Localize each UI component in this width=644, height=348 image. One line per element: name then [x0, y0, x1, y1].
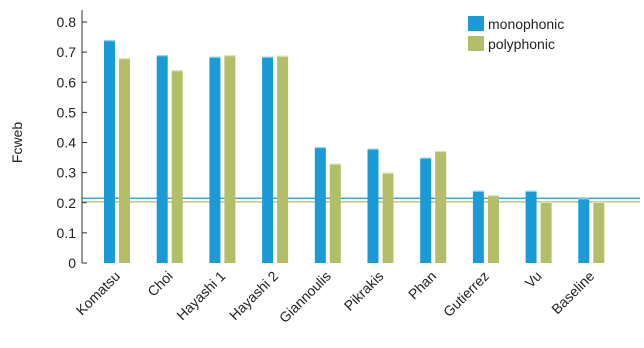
x-tick-label: Phan [405, 268, 439, 302]
y-tick-label: 0.8 [57, 14, 77, 30]
bar-monophonic-baseline [578, 198, 590, 263]
bar-monophonic-gutierrez [472, 190, 484, 263]
legend: monophonic polyphonic [468, 16, 564, 52]
bar-polyphonic-pikrakis [382, 172, 394, 263]
bar-highlight [472, 190, 484, 192]
bar-polyphonic-choi [171, 70, 183, 263]
y-tick-label: 0 [68, 255, 76, 271]
y-tick-label: 0.7 [57, 44, 77, 60]
bar-monophonic-choi [156, 55, 168, 264]
bar-highlight [314, 147, 326, 149]
bar-monophonic-komatsu [104, 40, 115, 264]
bar-highlight [578, 198, 590, 200]
x-tick-label: Baseline [548, 268, 597, 317]
y-axis-label: Fcweb [9, 122, 25, 163]
bar-highlight [382, 172, 394, 174]
x-tick-label: Choi [144, 268, 176, 300]
bar-highlight [435, 150, 447, 153]
bar-highlight [487, 195, 499, 197]
bar-highlight [367, 148, 379, 150]
bar-polyphonic-hayashi-2 [277, 55, 289, 263]
x-tick-label: Hayashi 1 [173, 268, 228, 323]
x-tick-label: Vu [522, 268, 545, 291]
bar-highlight [420, 157, 432, 159]
x-tick-label: Hayashi 2 [226, 268, 281, 323]
bar-monophonic-phan [420, 157, 432, 263]
bars [104, 40, 605, 264]
y-tick-label: 0.5 [57, 104, 77, 120]
bar-polyphonic-giannoulis [329, 163, 341, 263]
bar-highlight [171, 70, 183, 72]
x-tick-label: Giannoulis [276, 268, 334, 326]
bar-highlight [540, 201, 552, 204]
bar-highlight [262, 56, 274, 58]
legend-swatch-monophonic [468, 16, 484, 31]
y-tick-label: 0.6 [57, 74, 77, 90]
bar-polyphonic-gutierrez [487, 195, 499, 263]
bar-polyphonic-vu [540, 201, 552, 263]
bar-polyphonic-hayashi-1 [224, 55, 236, 264]
x-tick-label: Gutierrez [440, 268, 492, 320]
bar-highlight [525, 190, 537, 192]
legend-label-monophonic: monophonic [488, 16, 564, 32]
bar-monophonic-hayashi-1 [209, 56, 221, 263]
legend-label-polyphonic: polyphonic [488, 36, 555, 52]
bar-monophonic-giannoulis [314, 147, 326, 263]
y-tick-label: 0.3 [57, 165, 77, 181]
bar-monophonic-vu [525, 190, 537, 263]
bar-highlight [329, 163, 341, 165]
y-tick-label: 0.1 [57, 225, 77, 241]
bar-highlight [277, 55, 289, 57]
bar-polyphonic-baseline [593, 201, 605, 263]
y-ticks: 0 0.1 0.2 0.3 0.4 0.5 0.6 0.7 0.8 [57, 14, 87, 271]
bar-highlight [593, 201, 605, 204]
x-tick-label: Komatsu [73, 268, 123, 318]
legend-swatch-polyphonic [468, 36, 484, 51]
bar-highlight [224, 55, 236, 57]
bar-highlight [156, 55, 168, 57]
bar-polyphonic-phan [435, 150, 447, 263]
x-tick-label: Pikrakis [341, 268, 387, 314]
bar-monophonic-pikrakis [367, 148, 379, 263]
y-tick-label: 0.2 [57, 195, 77, 211]
bar-highlight [119, 58, 130, 60]
bar-polyphonic-komatsu [119, 58, 130, 264]
bar-highlight [209, 56, 221, 58]
y-tick-label: 0.4 [57, 135, 77, 151]
bar-monophonic-hayashi-2 [262, 56, 274, 263]
bar-highlight [104, 40, 115, 42]
